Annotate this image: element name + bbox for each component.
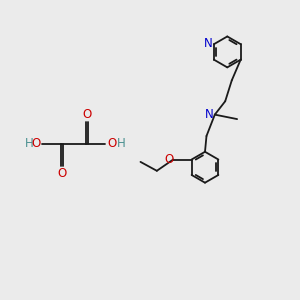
Text: N: N [204, 37, 213, 50]
Text: O: O [32, 137, 40, 150]
Text: O: O [83, 108, 92, 122]
Text: H: H [25, 137, 34, 150]
Text: N: N [205, 108, 214, 121]
Text: O: O [165, 153, 174, 166]
Text: O: O [107, 137, 116, 150]
Text: H: H [117, 137, 126, 150]
Text: O: O [57, 167, 67, 180]
